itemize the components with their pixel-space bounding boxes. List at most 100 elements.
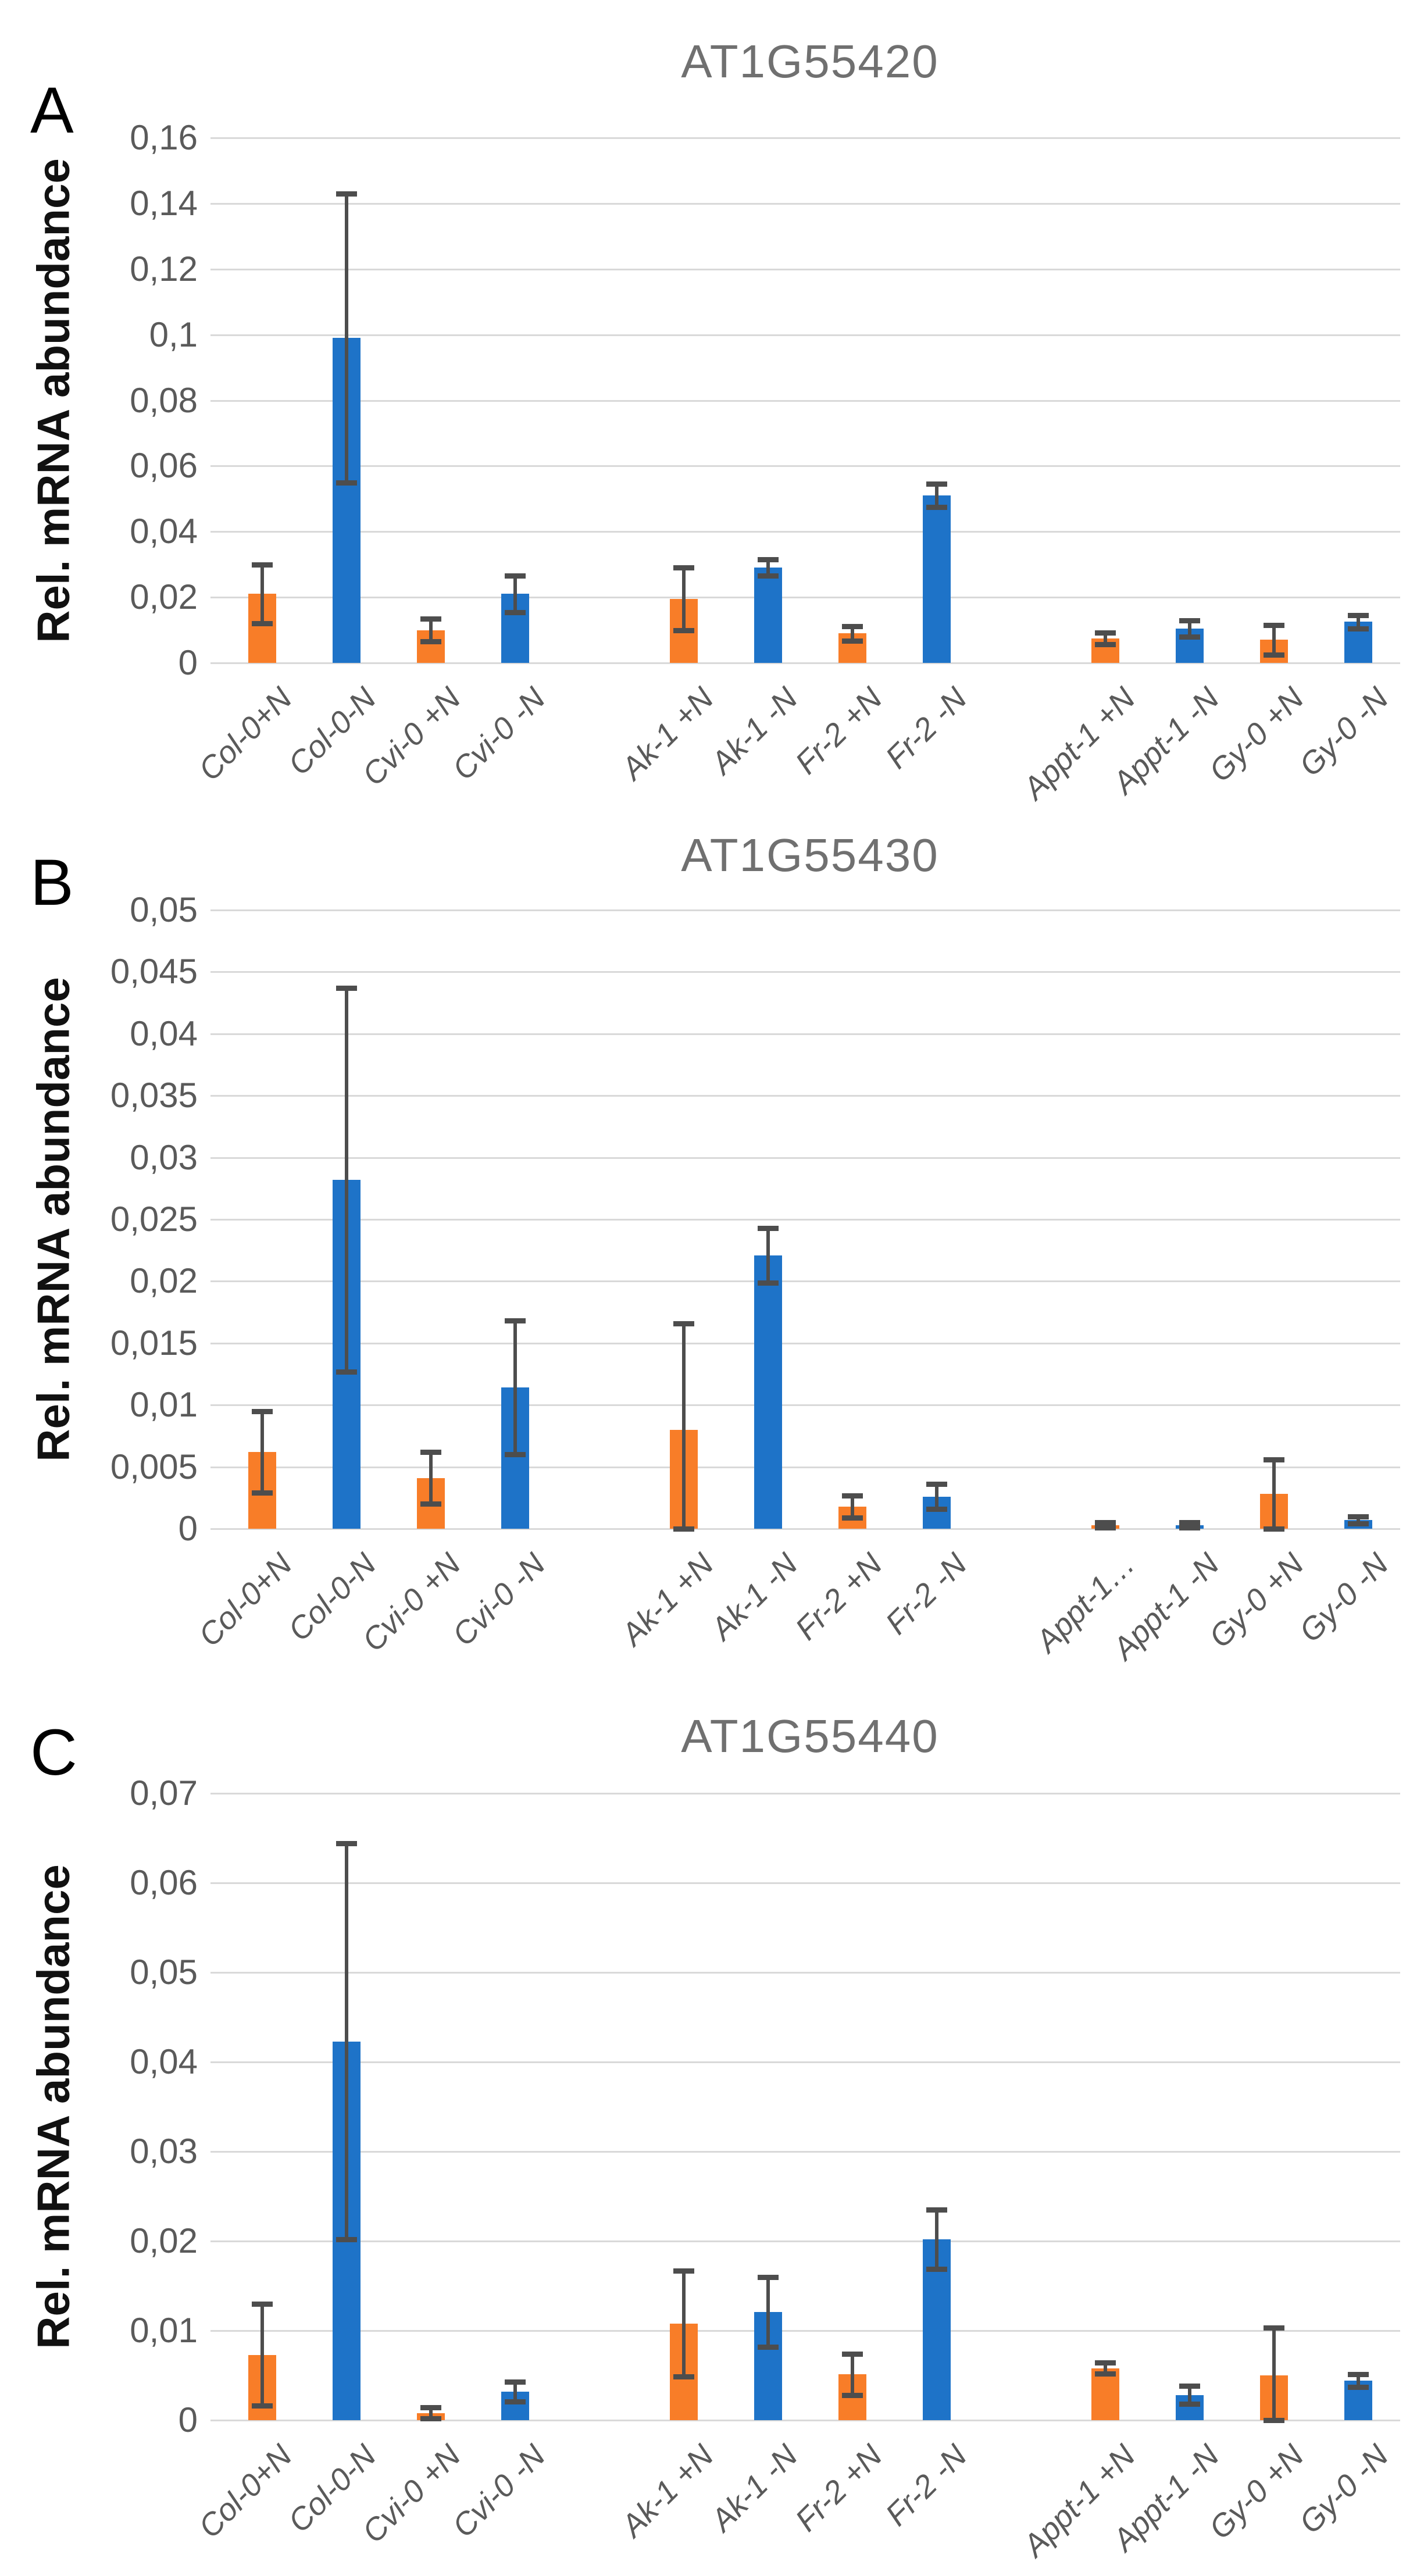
- y-tick-label: 0,03: [130, 1137, 198, 1177]
- error-bar-cap-bottom: [1263, 1526, 1284, 1532]
- gridline: [210, 1404, 1400, 1407]
- bar: [1091, 2368, 1119, 2420]
- error-bar-cap-top: [673, 1321, 694, 1326]
- error-bar-cap-bottom: [1179, 2402, 1200, 2407]
- gridline: [210, 2151, 1400, 2153]
- error-bar-line: [1187, 620, 1191, 637]
- error-bar-line: [429, 618, 433, 642]
- x-category-label: Gy-0 -N: [1292, 1546, 1395, 1649]
- x-category-label: Gy-0 +N: [1202, 2438, 1311, 2546]
- error-bar-cap-top: [504, 2379, 526, 2385]
- gridline: [210, 465, 1400, 468]
- error-bar-cap-top: [926, 1482, 947, 1487]
- x-category-label: Col-0+N: [192, 680, 299, 788]
- gridline: [210, 2240, 1400, 2242]
- error-bar-line: [766, 1228, 770, 1283]
- error-bar-cap-bottom: [336, 480, 357, 486]
- gridline: [210, 1033, 1400, 1035]
- y-tick-label: 0,035: [110, 1076, 198, 1115]
- x-category-label: Ak-1 -N: [704, 2438, 805, 2538]
- gridline: [210, 1793, 1400, 1794]
- error-bar-line: [429, 2407, 433, 2418]
- error-bar-cap-bottom: [673, 627, 694, 633]
- y-tick-label: 0,025: [110, 1200, 198, 1239]
- gridline: [210, 909, 1400, 911]
- y-tick-label: 0,02: [130, 1261, 198, 1301]
- error-bar-line: [1272, 2328, 1276, 2420]
- x-category-label: Ak-1 +N: [615, 1546, 720, 1653]
- error-bar-line: [934, 2210, 938, 2269]
- error-bar-cap-top: [251, 1408, 273, 1414]
- y-tick-label: 0,005: [110, 1447, 198, 1486]
- error-bar-cap-top: [757, 557, 779, 563]
- gridline: [210, 1157, 1400, 1159]
- error-bar-line: [260, 1411, 264, 1493]
- error-bar-cap-bottom: [336, 2236, 357, 2242]
- y-tick-label: 0,03: [130, 2132, 198, 2171]
- panel-label: A: [30, 74, 74, 147]
- error-bar-line: [344, 988, 348, 1372]
- y-tick-label: 0,04: [130, 2042, 198, 2081]
- bar: [754, 568, 782, 663]
- gridline: [210, 1342, 1400, 1344]
- error-bar-cap-top: [336, 986, 357, 991]
- panel-label: C: [30, 1716, 77, 1789]
- chart-title: AT1G55430: [681, 829, 939, 881]
- chart-title: AT1G55440: [681, 1710, 939, 1762]
- x-category-label: Fr-2 -N: [878, 680, 973, 776]
- x-category-label: Fr-2 -N: [878, 2438, 973, 2533]
- error-bar-line: [1187, 2386, 1191, 2404]
- gridline: [210, 137, 1400, 139]
- x-category-label: Gy-0 +N: [1202, 680, 1311, 789]
- error-bar-cap-bottom: [926, 1506, 947, 1512]
- x-category-label: Fr-2 +N: [788, 1546, 889, 1647]
- error-bar-cap-top: [757, 2274, 779, 2280]
- y-tick-label: 0,14: [130, 183, 198, 223]
- y-tick-label: 0,08: [130, 380, 198, 420]
- x-category-label: Gy-0 +N: [1202, 1546, 1311, 1655]
- x-category-label: Gy-0 -N: [1292, 2438, 1395, 2541]
- error-bar-cap-top: [1179, 1520, 1200, 1526]
- error-bar-cap-top: [504, 1318, 526, 1324]
- error-bar-cap-top: [420, 616, 441, 622]
- gridline: [210, 1219, 1400, 1221]
- error-bar-cap-top: [1094, 2360, 1116, 2366]
- error-bar-cap-top: [926, 2207, 947, 2213]
- error-bar-cap-bottom: [251, 2403, 273, 2409]
- error-bar-cap-top: [1347, 2372, 1369, 2378]
- error-bar-cap-top: [336, 1841, 357, 1847]
- error-bar-cap-top: [841, 623, 863, 629]
- error-bar-cap-top: [251, 2301, 273, 2307]
- x-category-label: Ak-1 +N: [615, 2438, 720, 2544]
- error-bar-cap-bottom: [673, 1526, 694, 1532]
- y-tick-label: 0,07: [130, 1774, 198, 1813]
- error-bar-line: [1356, 1516, 1360, 1524]
- x-category-label: Fr-2 +N: [788, 2438, 889, 2538]
- error-bar-cap-bottom: [504, 1452, 526, 1458]
- error-bar-line: [513, 576, 517, 612]
- error-bar-cap-bottom: [420, 2416, 441, 2421]
- gridline: [210, 202, 1400, 205]
- error-bar-cap-bottom: [504, 609, 526, 615]
- gridline: [210, 1466, 1400, 1468]
- error-bar-cap-bottom: [1094, 1525, 1116, 1530]
- error-bar-cap-top: [1263, 623, 1284, 629]
- error-bar-line: [934, 484, 938, 507]
- y-axis-label: Rel. mRNA abundance: [27, 1864, 79, 2349]
- gridline: [210, 2420, 1400, 2421]
- error-bar-cap-top: [841, 2352, 863, 2357]
- error-bar-cap-top: [841, 1493, 863, 1498]
- error-bar-cap-top: [336, 191, 357, 197]
- error-bar-cap-top: [420, 2405, 441, 2411]
- x-category-label: Fr-2 +N: [788, 680, 889, 781]
- gridline: [210, 1882, 1400, 1884]
- y-tick-label: 0,015: [110, 1323, 198, 1362]
- x-category-label: Cvi-0 -N: [445, 2438, 552, 2545]
- error-bar-cap-bottom: [1347, 2385, 1369, 2391]
- error-bar-cap-bottom: [841, 638, 863, 644]
- error-bar-line: [850, 626, 854, 641]
- x-category-label: Ak-1 -N: [704, 680, 805, 781]
- y-tick-label: 0,045: [110, 952, 198, 991]
- y-tick-label: 0,16: [130, 118, 198, 157]
